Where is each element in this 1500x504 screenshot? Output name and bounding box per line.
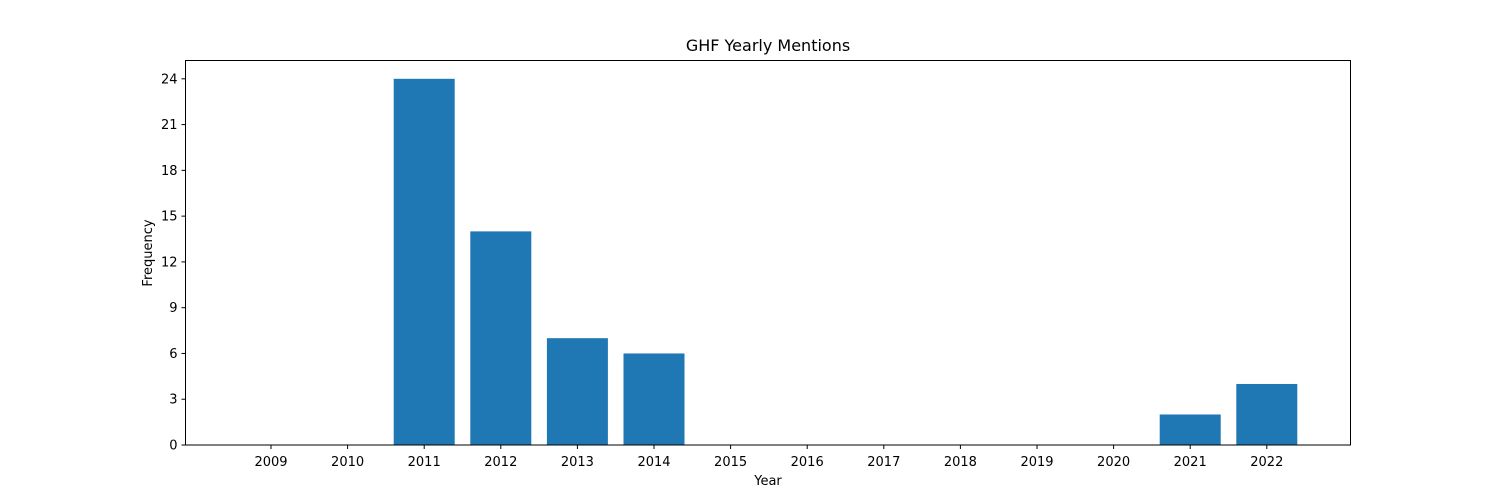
y-tick-label-18: 18: [161, 164, 178, 179]
x-tick-label-2021: 2021: [1174, 455, 1207, 470]
x-tick-label-2014: 2014: [637, 455, 670, 470]
x-tick-label-2013: 2013: [561, 455, 594, 470]
y-axis: 0 3 6 9 12 15 18 21 24: [161, 72, 186, 454]
x-tick-label-2017: 2017: [867, 455, 900, 470]
y-tick-label-3: 3: [169, 393, 177, 408]
x-tick-label-2018: 2018: [944, 455, 977, 470]
x-tick-label-2015: 2015: [714, 455, 747, 470]
bar-2022: [1236, 383, 1298, 445]
x-tick-label-2016: 2016: [791, 455, 824, 470]
bar-2013: [546, 338, 608, 445]
bar-2021: [1159, 414, 1221, 445]
x-tick-label-2012: 2012: [484, 455, 517, 470]
x-axis: 2009 2010 2011 2012 2013 2014 2015 2016 2017 2018…: [254, 445, 1283, 470]
y-tick-label-24: 24: [161, 72, 178, 87]
x-tick-label-2011: 2011: [408, 455, 441, 470]
y-tick-label-12: 12: [161, 255, 178, 270]
y-axis-label: Frequency: [141, 219, 156, 286]
x-tick-label-2022: 2022: [1250, 455, 1283, 470]
x-tick-label-2020: 2020: [1097, 455, 1130, 470]
y-tick-label-21: 21: [161, 118, 178, 133]
bar-2011: [393, 78, 455, 445]
bar-2012: [470, 231, 532, 445]
x-tick-label-2009: 2009: [254, 455, 287, 470]
x-tick-label-2019: 2019: [1020, 455, 1053, 470]
bar-2014: [623, 353, 685, 445]
plot-frame: [185, 60, 1351, 446]
bars-group: [393, 78, 1298, 445]
x-tick-label-2010: 2010: [331, 455, 364, 470]
y-tick-label-0: 0: [169, 439, 177, 454]
y-tick-label-15: 15: [161, 210, 178, 225]
y-tick-label-6: 6: [169, 347, 177, 362]
y-tick-label-9: 9: [169, 301, 177, 316]
chart-title: GHF Yearly Mentions: [686, 36, 850, 55]
x-axis-label: Year: [753, 474, 782, 489]
